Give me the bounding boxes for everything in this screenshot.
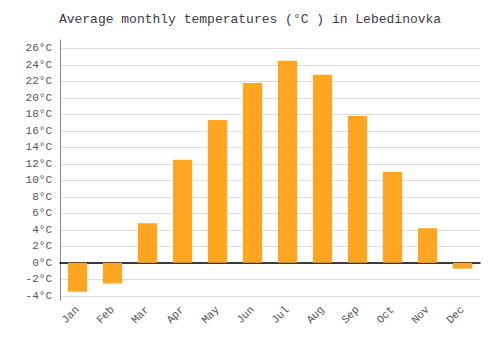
svg-text:4°C: 4°C [32, 224, 52, 236]
svg-text:Apr: Apr [164, 304, 186, 326]
svg-text:Jun: Jun [234, 304, 256, 326]
svg-text:Jul: Jul [269, 304, 291, 326]
svg-text:Average monthly temperatures (: Average monthly temperatures (°C ) in Le… [59, 12, 441, 27]
svg-text:10°C: 10°C [26, 174, 53, 186]
svg-text:6°C: 6°C [32, 207, 52, 219]
svg-text:Aug: Aug [304, 304, 326, 326]
svg-text:16°C: 16°C [26, 125, 53, 137]
svg-text:Sep: Sep [339, 304, 361, 326]
svg-text:22°C: 22°C [26, 75, 53, 87]
svg-text:Oct: Oct [374, 304, 396, 326]
svg-text:20°C: 20°C [26, 92, 53, 104]
svg-text:Jan: Jan [59, 304, 81, 326]
svg-text:May: May [199, 303, 222, 326]
svg-text:2°C: 2°C [32, 240, 52, 252]
svg-text:-2°C: -2°C [26, 273, 53, 285]
svg-text:Dec: Dec [444, 304, 466, 326]
svg-text:24°C: 24°C [26, 59, 53, 71]
svg-text:Feb: Feb [94, 304, 116, 326]
svg-text:0°C: 0°C [32, 257, 52, 269]
svg-text:12°C: 12°C [26, 158, 53, 170]
svg-text:18°C: 18°C [26, 108, 53, 120]
svg-text:14°C: 14°C [26, 141, 53, 153]
svg-text:8°C: 8°C [32, 191, 52, 203]
svg-text:-4°C: -4°C [26, 290, 53, 302]
svg-text:Nov: Nov [409, 303, 432, 326]
svg-text:Mar: Mar [129, 304, 151, 326]
svg-text:26°C: 26°C [26, 42, 53, 54]
